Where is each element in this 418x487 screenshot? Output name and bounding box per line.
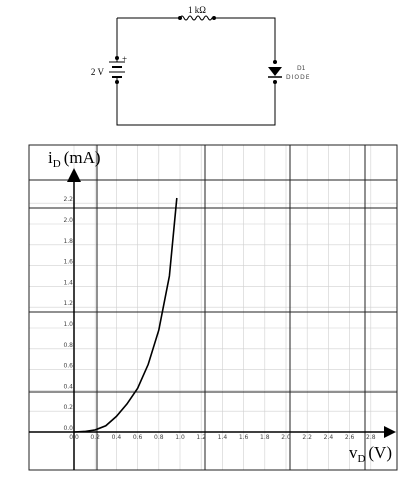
x-tick-label: 1.8 — [260, 434, 270, 441]
y-tick-label: 0.6 — [63, 363, 73, 370]
diode-name: D1 — [297, 65, 306, 72]
battery — [109, 56, 125, 84]
x-tick-label: 1.4 — [218, 434, 228, 441]
x-tick-label: 2.2 — [302, 434, 312, 441]
circuit: 1 kΩ 2 V + D1 DIODE — [91, 5, 311, 126]
axis-label-unit: (mA) — [64, 148, 101, 167]
y-axis-arrow — [67, 168, 81, 182]
y-tick-label: 2.2 — [63, 196, 73, 203]
node — [212, 16, 216, 20]
y-tick-label: 2.0 — [63, 217, 73, 224]
x-tick-label: 2.0 — [281, 434, 291, 441]
y-tick-label: 0.2 — [63, 404, 73, 411]
source-label: 2 V — [91, 67, 105, 77]
y-tick-label: 1.8 — [63, 238, 73, 245]
x-tick-label: 0.2 — [90, 434, 100, 441]
x-tick-label: 1.0 — [175, 434, 185, 441]
node — [178, 16, 182, 20]
y-tick-label: 0.4 — [63, 383, 73, 390]
x-tick-label: 0.6 — [133, 434, 143, 441]
y-tick-label: 1.6 — [63, 259, 73, 266]
frame — [28, 144, 398, 471]
x-tick-label: 0.4 — [112, 434, 122, 441]
axis-label-main: i — [48, 148, 53, 167]
y-tick-label: 1.4 — [63, 279, 73, 286]
x-axis-arrow — [384, 426, 396, 438]
y-tick-label: 0.8 — [63, 342, 73, 349]
wires — [116, 17, 276, 126]
y-tick-label: 0.0 — [63, 425, 73, 432]
axis-label-unit: (V) — [368, 443, 392, 462]
y-tick-label: 1.2 — [63, 300, 73, 307]
x-tick-label: 1.2 — [196, 434, 206, 441]
source-polarity: + — [122, 54, 127, 64]
x-label: vD (V) — [349, 443, 392, 465]
x-tick-label: 2.4 — [324, 434, 334, 441]
x-tick-label: 2.8 — [366, 434, 376, 441]
axis-label-main: v — [349, 443, 358, 462]
resistor-label: 1 kΩ — [188, 5, 206, 15]
x-tick-label: 0.8 — [154, 434, 164, 441]
axis-label-sub: D — [357, 453, 365, 465]
axis-label-sub: D — [53, 158, 61, 170]
diode-type: DIODE — [286, 74, 311, 81]
y-tick-label: 1.0 — [63, 321, 73, 328]
curve — [73, 197, 178, 433]
y-label: iD (mA) — [48, 148, 101, 170]
diode — [268, 60, 282, 84]
graph-paper — [28, 144, 398, 471]
resistor — [179, 15, 214, 21]
x-tick-label: 1.6 — [239, 434, 249, 441]
x-tick-label: 2.6 — [345, 434, 355, 441]
